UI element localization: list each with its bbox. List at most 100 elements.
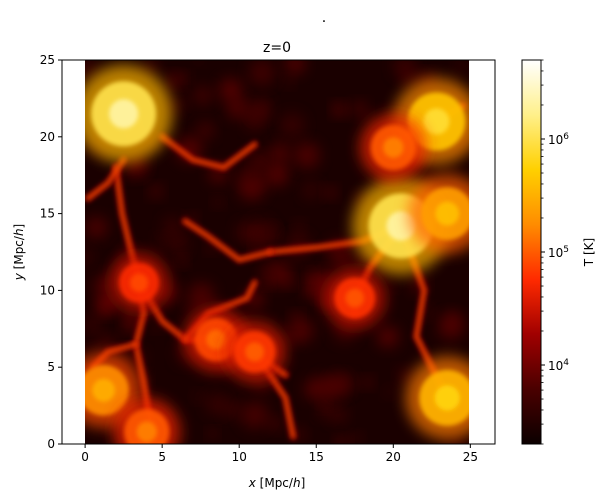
y-tick-label: 0 <box>47 437 55 451</box>
heatmap-image <box>85 60 469 444</box>
heatmap-noise-blob <box>168 95 186 114</box>
heatmap-noise-blob <box>305 269 316 280</box>
heatmap-noise-blob <box>329 405 348 424</box>
filament-core <box>183 219 272 262</box>
heatmap-noise-blob <box>400 69 417 86</box>
hot-region-core <box>92 378 115 402</box>
heatmap-noise-blob <box>457 437 468 444</box>
heatmap-noise-blob <box>162 216 183 237</box>
y-axis-label-var: y <box>12 272 26 281</box>
heatmap-noise-blob <box>142 60 160 74</box>
hot-region-core <box>129 273 149 292</box>
heatmap-noise-blob <box>152 322 162 332</box>
colorbar <box>521 59 542 445</box>
heatmap-noise-blob <box>219 78 243 102</box>
heatmap-noise-blob <box>248 60 275 86</box>
heatmap-noise-blob <box>85 60 97 79</box>
heatmap-noise-blob <box>324 186 337 199</box>
hot-region-core <box>136 421 157 442</box>
y-axis-label-h: h <box>12 228 26 236</box>
heatmap-noise-blob <box>207 428 218 439</box>
hot-region-core <box>206 329 226 350</box>
heatmap-noise-blob <box>265 260 292 287</box>
y-axis-label-unit: [Mpc/ <box>12 235 26 273</box>
heatmap-noise-blob <box>264 162 289 187</box>
x-tick-label: 20 <box>386 450 401 464</box>
x-tick-label: 5 <box>158 450 166 464</box>
heatmap-noise-blob <box>255 227 278 250</box>
heatmap-noise-blob <box>377 326 399 348</box>
heatmap-noise-blob <box>284 60 306 75</box>
heatmap-noise-blob <box>165 73 181 89</box>
y-tick-label: 5 <box>47 360 55 374</box>
x-axis-label-close: ] <box>301 476 306 490</box>
heatmap-noise-blob <box>149 185 163 198</box>
heatmap-noise-blob <box>362 377 373 388</box>
heatmap-noise-blob <box>85 314 103 336</box>
heatmap-noise-blob <box>205 392 227 415</box>
heatmap-noise-blob <box>192 85 213 106</box>
x-axis: 0 5 10 15 20 25 <box>81 444 478 464</box>
heatmap-noise-blob <box>437 314 464 341</box>
hot-region-core <box>435 201 460 226</box>
hot-region-core <box>423 108 450 135</box>
y-axis-label: y [Mpc/h] <box>12 224 26 282</box>
figure-suptitle: . <box>322 10 326 26</box>
heatmap-noise-blob <box>226 96 250 120</box>
heatmap-noise-blob <box>168 233 189 254</box>
heatmap-noise-blob <box>85 344 96 356</box>
y-axis: 0 5 10 15 20 25 <box>40 53 62 451</box>
heatmap-noise-blob <box>213 196 223 207</box>
heatmap-noise-blob <box>92 274 115 297</box>
colorbar-label: T [K] <box>582 238 596 267</box>
heatmap-noise-blob <box>238 163 262 187</box>
filament-core <box>160 135 257 170</box>
heatmap-noise-blob <box>283 76 294 87</box>
heatmap-noise-blob <box>389 280 400 291</box>
x-axis-label: x [Mpc/h] <box>248 476 306 490</box>
heatmap-noise-blob <box>222 400 241 419</box>
colorbar-tick-label: 106 <box>548 132 569 147</box>
x-tick-label: 15 <box>309 450 324 464</box>
heatmap-noise-blob <box>183 72 192 81</box>
colorbar-ticks: 104 105 106 <box>541 59 569 445</box>
heatmap-noise-blob <box>85 248 94 266</box>
heatmap-noise-blob <box>332 102 345 115</box>
heatmap-noise-blob <box>258 266 274 283</box>
y-tick-label: 15 <box>40 207 55 221</box>
heatmap-noise-blob <box>454 60 469 73</box>
heatmap-noise-blob <box>155 234 170 249</box>
heatmap-noise-blob <box>289 318 314 343</box>
heatmap-noise-blob <box>251 152 267 168</box>
heatmap-noise-blob <box>97 301 113 317</box>
heatmap-noise-blob <box>315 374 342 401</box>
heatmap-noise-blob <box>279 112 305 138</box>
colorbar-tick-label: 105 <box>548 245 569 260</box>
y-tick-label: 25 <box>40 53 55 67</box>
chart-title: z=0 <box>263 40 291 56</box>
heatmap-noise-blob <box>192 391 204 402</box>
x-axis-label-h: h <box>293 476 301 490</box>
heatmap-noise-blob <box>384 385 396 398</box>
heatmap-noise-blob <box>240 401 269 429</box>
heatmap-noise-blob <box>352 101 368 117</box>
colorbar-tick-label: 104 <box>548 358 569 373</box>
heatmap-noise-blob <box>268 417 283 431</box>
y-tick-label: 10 <box>40 283 55 297</box>
x-tick-label: 25 <box>463 450 478 464</box>
y-tick-label: 20 <box>40 130 55 144</box>
y-axis-label-close: ] <box>12 224 26 229</box>
heatmap-noise-blob <box>194 60 203 65</box>
filament-core <box>86 158 126 200</box>
hot-region-core <box>109 99 139 129</box>
heatmap-noise-blob <box>294 220 305 232</box>
x-tick-label: 0 <box>81 450 89 464</box>
heatmap-noise-blob <box>336 436 349 444</box>
heatmap-noise-blob <box>175 253 186 264</box>
heatmap-noise-blob <box>318 400 329 411</box>
hot-region-core <box>383 137 404 158</box>
hot-region-core <box>245 342 265 362</box>
x-axis-label-unit: [Mpc/ <box>256 476 294 490</box>
heatmap-noise-blob <box>250 103 267 121</box>
